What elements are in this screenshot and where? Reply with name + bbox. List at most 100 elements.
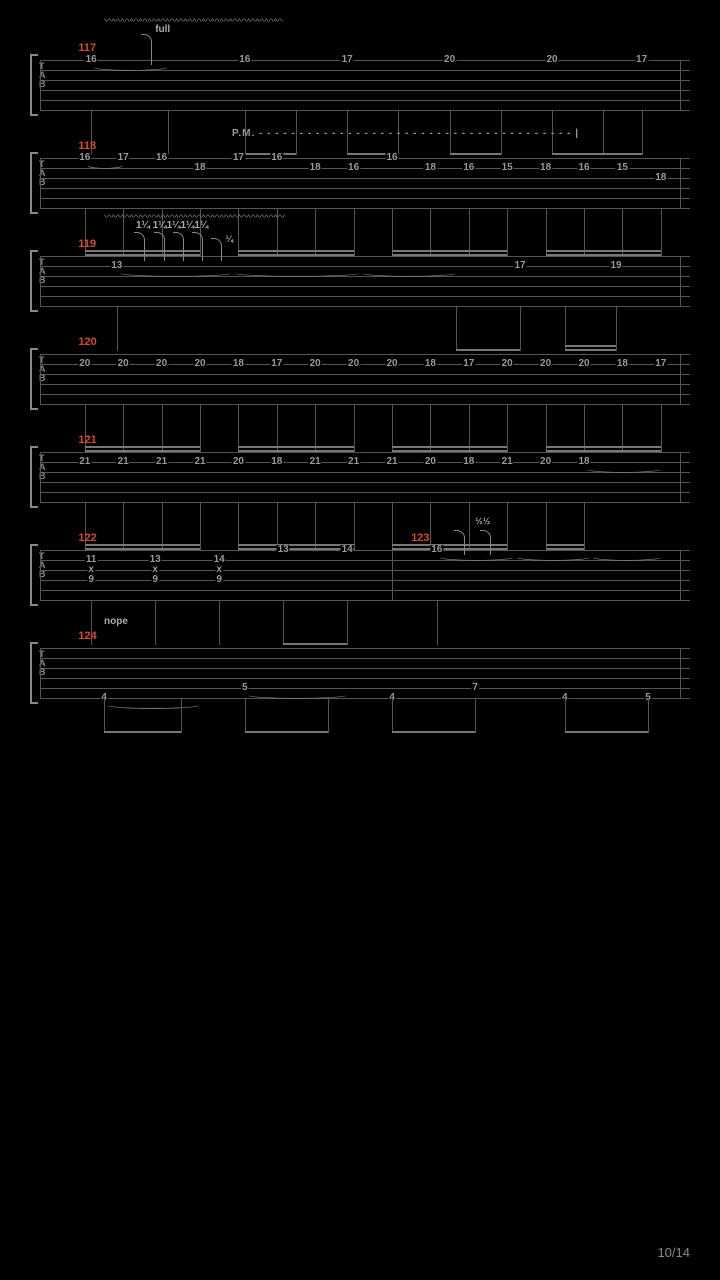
fret-number: 18 [424, 359, 437, 369]
bend-arrow [154, 232, 165, 261]
staff-s121: TAB1212121212120182121212018212018 [30, 452, 690, 502]
staff-s122: ½½TAB12212311x913x914x9131416 [30, 550, 690, 600]
fret-number: 16 [385, 153, 398, 163]
tab-staff: TAB1212121212120182121212018212018 [40, 452, 690, 502]
fret-number: 21 [501, 457, 514, 467]
barline [40, 550, 41, 600]
fret-number: 18 [232, 359, 245, 369]
tie-arc [584, 464, 663, 473]
fret-number: 16 [347, 163, 360, 173]
page-number: 10/14 [657, 1245, 690, 1260]
fret-number: 17 [654, 359, 667, 369]
fret-number: 17 [635, 55, 648, 65]
annotation-text: full [155, 24, 170, 35]
barline [40, 158, 41, 208]
bend-arrow [480, 530, 491, 555]
fret-number: 13 [110, 261, 123, 271]
palm-mute: P.M. - - - - - - - - - - - - - - - - - -… [232, 128, 579, 139]
measure-number: 118 [78, 140, 96, 152]
tab-staff: TAB117161617202017 [40, 60, 690, 110]
fret-number: 16 [270, 153, 283, 163]
fret-number: 17 [341, 55, 354, 65]
tab-staff: TAB119131719 [40, 256, 690, 306]
staff-bracket [30, 544, 38, 606]
barline [680, 452, 681, 502]
fret-number: 20 [155, 359, 168, 369]
measure-number: 122 [78, 532, 96, 544]
staff-bracket [30, 250, 38, 312]
fret-number: 17 [462, 359, 475, 369]
staff-bracket [30, 642, 38, 704]
barline [680, 60, 681, 110]
fret-number: 20 [78, 359, 91, 369]
fret-number: 21 [78, 457, 91, 467]
fret-number: 16 [78, 153, 91, 163]
staff-bracket [30, 54, 38, 116]
tab-staff: TAB11816171618171618161618161518161518 [40, 158, 690, 208]
tab-page: 〰〰〰〰〰〰〰〰〰〰〰〰〰〰〰〰〰〰〰〰full TAB1171616172020… [0, 0, 720, 786]
fret-number: 16 [430, 545, 443, 555]
staff-s124: nopeTAB124454745 [30, 648, 690, 698]
fret-number: 17 [117, 153, 130, 163]
fret-number: 20 [424, 457, 437, 467]
bend-arrow [134, 232, 145, 261]
tie-arc [117, 268, 234, 277]
stem-region [40, 306, 690, 356]
fret-number: 21 [385, 457, 398, 467]
fret-number: 21 [347, 457, 360, 467]
barline [40, 60, 41, 110]
fret-number: 18 [654, 173, 667, 183]
staff-s120: TAB12020202020181720202018172020201817 [30, 354, 690, 404]
fret-number: 21 [117, 457, 130, 467]
tie-arc [514, 552, 593, 561]
measure-number: 119 [78, 238, 96, 250]
barline [40, 648, 41, 698]
fret-number: 5 [241, 683, 249, 693]
fret-number: 17 [270, 359, 283, 369]
bend-arrow [141, 34, 152, 65]
measure-number: 121 [78, 434, 96, 446]
staff-s117: 〰〰〰〰〰〰〰〰〰〰〰〰〰〰〰〰〰〰〰〰fullTAB1171616172020… [30, 60, 690, 110]
fret-number: 16 [577, 163, 590, 173]
stem-region [40, 698, 690, 748]
fret-number: 15 [501, 163, 514, 173]
fret-number: 20 [347, 359, 360, 369]
fret-number: 7 [471, 683, 479, 693]
fret-number: 16 [462, 163, 475, 173]
staff-bracket [30, 152, 38, 214]
vibrato-wavy: 〰〰〰〰〰〰〰〰〰〰〰〰〰〰〰〰〰〰〰〰 [104, 12, 283, 27]
fret-number: 16 [238, 55, 251, 65]
fret-number: 20 [443, 55, 456, 65]
stem-region [40, 502, 690, 552]
barline [392, 550, 393, 600]
annotation-text: ½½ [475, 516, 490, 526]
barline [680, 158, 681, 208]
fret-number: 18 [462, 457, 475, 467]
staff-s119: 〰〰〰〰〰〰〰〰〰〰〰〰〰〰〰〰〰〰〰〰1¼ 1¼1¼1¼1¼¼TAB11913… [30, 256, 690, 306]
fret-number: 20 [539, 359, 552, 369]
fret-number: 9 [215, 575, 223, 585]
barline [40, 256, 41, 306]
fret-number: 20 [193, 359, 206, 369]
fret-number: 13 [277, 545, 290, 555]
fret-number: 16 [85, 55, 98, 65]
fret-number: 9 [151, 575, 159, 585]
staff-s118: P.M. - - - - - - - - - - - - - - - - - -… [30, 158, 690, 208]
annotation-text: 1¼ 1¼1¼1¼1¼ [136, 220, 208, 231]
tab-staff: TAB12020202020181720202018172020201817 [40, 354, 690, 404]
tie-arc [232, 268, 362, 277]
measure-number: 123 [411, 532, 429, 544]
barline [680, 256, 681, 306]
fret-number: 18 [424, 163, 437, 173]
fret-number: 15 [616, 163, 629, 173]
fret-number: 18 [270, 457, 283, 467]
fret-number: 18 [193, 163, 206, 173]
fret-number: 18 [616, 359, 629, 369]
fret-number: 21 [309, 457, 322, 467]
fret-number: 20 [117, 359, 130, 369]
bend-arrow [211, 238, 222, 261]
stem-region [40, 600, 690, 650]
measure-number: 120 [78, 336, 96, 348]
fret-number: 16 [155, 153, 168, 163]
tie-arc [91, 62, 170, 71]
